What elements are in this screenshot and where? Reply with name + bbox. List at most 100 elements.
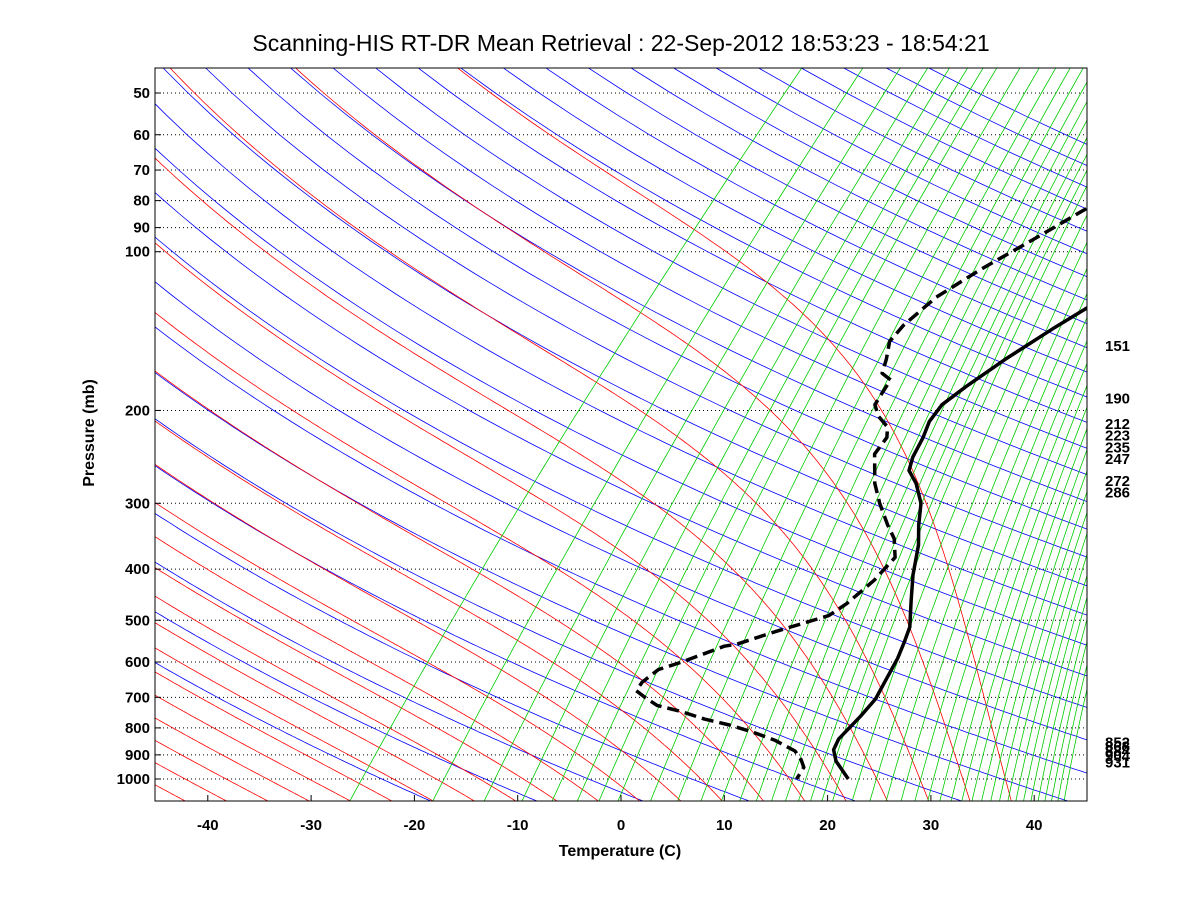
moist-adiabat-40	[457, 68, 1012, 801]
temperature-profile-line	[831, 305, 1087, 780]
dry-adiabat-340	[155, 236, 1087, 708]
dry-adiabat-400	[247, 68, 1087, 530]
mixing-ratio-line-58	[1057, 663, 1087, 801]
dry-adiabat-370	[155, 103, 1087, 616]
mixing-ratio-line-32	[950, 384, 1087, 801]
dry-adiabat-280	[155, 512, 749, 801]
x-tick-label--30: -30	[300, 817, 322, 834]
mixing-ratio-line-38	[981, 448, 1087, 801]
mixing-ratio-line-4	[617, 68, 998, 801]
mixing-ratio-line-50	[1030, 574, 1087, 801]
y-tick-label-1000: 1000	[117, 771, 150, 788]
mixing-ratio-line-26	[914, 316, 1087, 801]
mixing-ratio-line-0.5	[349, 68, 803, 801]
y-axis-label: Pressure (mb)	[81, 379, 98, 487]
moist-adiabat--12	[155, 622, 475, 801]
dry-adiabat-320	[155, 326, 1087, 774]
mixing-ratio-line-30	[939, 362, 1087, 801]
y-tick-label-400: 400	[125, 561, 150, 578]
moist-adiabat-24	[155, 242, 847, 801]
mixing-ratio-line-40	[990, 469, 1087, 801]
mixing-ratio-line-48	[1023, 553, 1087, 801]
dry-adiabat-430	[375, 68, 1087, 449]
dry-adiabat-380	[162, 68, 1087, 587]
mixing-ratio-line-14	[810, 153, 1087, 801]
thermo-background-lines	[155, 68, 1087, 801]
dry-adiabat-330	[155, 281, 1087, 741]
mixing-ratio-line-24	[900, 292, 1087, 801]
dry-adiabat-410	[290, 68, 1087, 503]
mixing-ratio-line-3	[577, 68, 969, 801]
right-label-212: 212	[1105, 416, 1130, 433]
profile-series	[634, 206, 1087, 780]
mixing-ratio-line-2	[521, 68, 929, 801]
moist-adiabat--28	[155, 717, 309, 801]
y-tick-label-50: 50	[133, 85, 150, 102]
y-tick-label-700: 700	[125, 689, 150, 706]
y-tick-label-600: 600	[125, 654, 150, 671]
x-tick-label-0: 0	[617, 817, 625, 834]
dry-adiabat-420	[332, 68, 1087, 476]
moist-adiabat--8	[155, 595, 516, 801]
dry-adiabat-360	[155, 147, 1087, 646]
mixing-ratio-line-12	[785, 119, 1087, 801]
right-label-272: 272	[1105, 473, 1130, 490]
dry-adiabat-310	[155, 372, 1068, 801]
moist-adiabat-16	[155, 370, 764, 801]
x-tick-label-40: 40	[1026, 817, 1043, 834]
mixing-ratio-line-7	[700, 68, 1057, 801]
y-tick-label-300: 300	[125, 495, 150, 512]
mixing-ratio-line-54	[1044, 617, 1087, 801]
dry-adiabat-260	[155, 611, 537, 801]
moist-adiabat-28	[155, 157, 888, 801]
dewpoint-profile-line	[634, 206, 1087, 780]
x-tick-label-10: 10	[716, 817, 733, 834]
right-label-190: 190	[1105, 391, 1130, 408]
moist-adiabat-36	[295, 68, 971, 801]
y-tick-label-500: 500	[125, 612, 150, 629]
moist-adiabat--24	[155, 694, 351, 801]
mixing-ratio-line-10	[756, 81, 1087, 801]
mixing-ratio-line-42	[999, 490, 1087, 801]
mixing-ratio-line-52	[1037, 595, 1087, 801]
right-label-151: 151	[1105, 338, 1130, 355]
dry-adiabat-270	[155, 561, 643, 801]
mixing-ratio-line-20	[869, 241, 1087, 801]
moist-adiabat--16	[155, 647, 433, 801]
y-tick-label-800: 800	[125, 720, 150, 737]
right-label-852: 852	[1105, 734, 1130, 751]
mixing-ratio-line-2.5	[551, 68, 950, 801]
y-axis-ticks: 50 60 70 80 90 100 200 300 400 500 600 700 800 900 100…	[117, 85, 161, 788]
mixing-ratio-line-60	[1063, 687, 1087, 801]
mixing-ratio-line-22	[885, 267, 1087, 801]
moist-adiabat-0	[155, 536, 599, 801]
mixing-ratio-line-28	[927, 339, 1087, 801]
x-axis-label: Temperature (C)	[559, 843, 681, 860]
mixing-ratio-line-1	[432, 68, 864, 801]
moist-adiabat--20	[155, 671, 392, 801]
x-tick-label-30: 30	[923, 817, 940, 834]
x-axis-ticks: -40 -30 -20 -10 0 10 20 30 40	[197, 795, 1043, 834]
dry-adiabat-250	[155, 662, 431, 801]
mixing-ratio-line-13	[798, 136, 1087, 801]
y-tick-label-60: 60	[133, 127, 150, 144]
right-label-247: 247	[1105, 451, 1130, 468]
mixing-ratio-line-9	[739, 68, 1084, 801]
moist-adiabat-8	[155, 463, 681, 801]
x-tick-label--20: -20	[404, 817, 426, 834]
dry-adiabat-300	[155, 418, 962, 801]
moist-adiabat--4	[155, 567, 557, 801]
dry-adiabat-390	[205, 68, 1087, 558]
mixing-ratio-line-44	[1007, 511, 1087, 801]
x-tick-label-20: 20	[819, 817, 836, 834]
x-tick-label--10: -10	[507, 817, 529, 834]
right-label-931: 931	[1105, 755, 1130, 772]
right-label-223: 223	[1105, 427, 1130, 444]
right-label-235: 235	[1105, 439, 1130, 456]
moist-adiabat-4	[155, 502, 640, 801]
x-tick-label--40: -40	[197, 817, 219, 834]
mixing-ratio-line-1.5	[483, 68, 901, 801]
mixing-ratio-line-56	[1051, 640, 1087, 801]
